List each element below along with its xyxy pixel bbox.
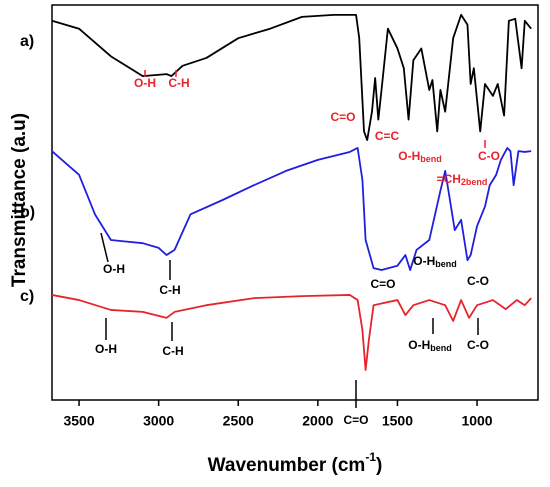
annotation: O-H	[134, 76, 156, 90]
annotation-text: C-H	[168, 76, 189, 90]
y-axis-label: Transmittance (a.u)	[9, 113, 30, 287]
annotation-text: =CH	[437, 172, 461, 186]
annotation-text: C-O	[467, 274, 489, 288]
annotation: O-Hbend	[408, 338, 452, 353]
x-tick-label: 3000	[143, 413, 174, 429]
annotation: C=O	[330, 110, 355, 124]
annotation-sub: bend	[420, 154, 442, 164]
annotation-sub: 2bend	[461, 177, 488, 187]
annotation-text: C=O	[343, 413, 368, 427]
annotation: O-H	[103, 262, 125, 276]
plot-frame	[51, 4, 539, 401]
spectrum-line	[51, 147, 532, 271]
x-axis-label-end: )	[376, 455, 382, 476]
annotation: C=O	[343, 413, 368, 427]
annotation: C=C	[375, 129, 400, 143]
x-axis-label: Wavenumber (cm-1)	[208, 450, 383, 476]
annotation: O-Hbend	[398, 149, 442, 164]
annotation-text: C-O	[467, 338, 489, 352]
x-tick-label: 3500	[63, 413, 94, 429]
panel-label: a)	[20, 33, 34, 50]
x-axis-label-sup: -1	[365, 450, 376, 464]
annotation-text: O-H	[408, 338, 430, 352]
annotation-text: O-H	[134, 76, 156, 90]
annotation: O-H	[95, 342, 117, 356]
panel-label: c)	[20, 288, 34, 305]
annotation-text: O-H	[95, 342, 117, 356]
annotation: C=O	[370, 277, 395, 291]
annotation-text: C=O	[330, 110, 355, 124]
annotation-text: O-H	[398, 149, 420, 163]
annotation: O-Hbend	[413, 254, 457, 269]
annotation: C-O	[467, 274, 489, 288]
annotation: C-H	[162, 344, 183, 358]
annotation: C-O	[478, 149, 500, 163]
x-axis-label-main: Wavenumber (cm	[208, 455, 366, 476]
annotation-text: O-H	[103, 262, 125, 276]
annotation-text: O-H	[413, 254, 435, 268]
panel-label: b)	[20, 204, 35, 221]
spectrum-line	[51, 13, 532, 141]
annotation-text: C-H	[159, 283, 180, 297]
annotation-text: C-H	[162, 344, 183, 358]
annotation: C-H	[168, 76, 189, 90]
annotation: C-O	[467, 338, 489, 352]
x-tick-label: 1500	[382, 413, 413, 429]
annotation-text: C=C	[375, 129, 400, 143]
x-tick-label: 1000	[461, 413, 492, 429]
x-tick-label: 2000	[302, 413, 333, 429]
spectrum-line	[51, 294, 532, 371]
annotation-marker	[100, 232, 109, 263]
annotation-text: C-O	[478, 149, 500, 163]
annotation-sub: bend	[435, 259, 457, 269]
annotation: =CH2bend	[437, 172, 488, 187]
x-tick-label: 2500	[223, 413, 254, 429]
annotation: C-H	[159, 283, 180, 297]
annotation-text: C=O	[370, 277, 395, 291]
annotation-sub: bend	[430, 343, 452, 353]
